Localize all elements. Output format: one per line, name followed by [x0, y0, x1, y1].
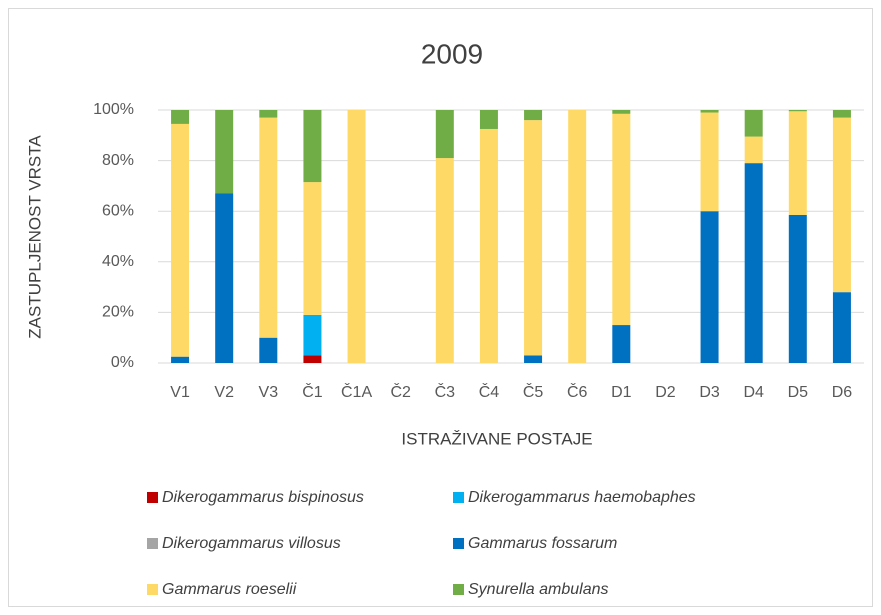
- x-tick-label: D5: [788, 384, 809, 401]
- bar-segment: [259, 117, 278, 338]
- bar-segment: [479, 128, 498, 363]
- legend-label: Gammarus roeselii: [162, 581, 297, 598]
- legend-swatch: [147, 584, 158, 595]
- bar-segment: [788, 214, 807, 363]
- x-tick-label: Č1A: [341, 382, 372, 401]
- bar-segment: [303, 314, 322, 356]
- bar-segment: [171, 356, 190, 363]
- legend-label: Dikerogammarus bispinosus: [162, 489, 364, 506]
- bar-segment: [171, 110, 190, 124]
- bar-segment: [612, 113, 631, 326]
- bar-segment: [700, 211, 719, 363]
- bar-segment: [215, 193, 234, 363]
- chart-title: 2009: [421, 38, 483, 69]
- x-tick-label: Č3: [435, 382, 456, 401]
- bar-segment: [435, 158, 454, 363]
- x-tick-label: D2: [655, 384, 676, 401]
- bar-segment: [524, 120, 543, 356]
- x-tick-label: Č4: [479, 382, 500, 401]
- x-tick-label: Č2: [390, 382, 411, 401]
- bar-segment: [303, 182, 322, 315]
- bar-segment: [215, 110, 234, 194]
- bar-segment: [259, 337, 278, 363]
- legend-label: Gammarus fossarum: [468, 535, 617, 552]
- bar-segment: [700, 110, 719, 113]
- y-tick-label: 0%: [111, 354, 134, 371]
- x-tick-label: V1: [170, 384, 190, 401]
- legend-swatch: [147, 538, 158, 549]
- bar-segment: [832, 292, 851, 363]
- y-tick-label: 80%: [102, 152, 134, 169]
- legend-swatch: [147, 492, 158, 503]
- bar-segment: [568, 110, 587, 363]
- bar-segment: [744, 163, 763, 363]
- bar-segment: [171, 123, 190, 357]
- x-tick-label: V2: [214, 384, 234, 401]
- bar-segment: [259, 110, 278, 118]
- x-tick-label: Č1: [302, 382, 323, 401]
- legend-swatch: [453, 584, 464, 595]
- x-axis-title: ISTRAŽIVANE POSTAJE: [401, 429, 592, 448]
- bar-segment: [832, 110, 851, 118]
- bar-segment: [435, 110, 454, 159]
- bar-segment: [612, 325, 631, 363]
- y-axis-title: ZASTUPLJENOST VRSTA: [25, 135, 44, 339]
- bar-segment: [303, 110, 322, 183]
- legend-label: Dikerogammarus haemobaphes: [468, 489, 696, 506]
- legend-label: Dikerogammarus villosus: [162, 535, 341, 552]
- y-tick-label: 40%: [102, 253, 134, 270]
- bar-segment: [524, 110, 543, 121]
- bar-segment: [700, 112, 719, 212]
- x-tick-label: D6: [832, 384, 853, 401]
- y-tick-label: 100%: [93, 101, 134, 118]
- bar-segment: [788, 111, 807, 215]
- bar-segment: [479, 110, 498, 129]
- y-tick-label: 60%: [102, 202, 134, 219]
- x-tick-label: Č6: [567, 382, 588, 401]
- x-tick-label: D3: [699, 384, 720, 401]
- bar-segment: [524, 355, 543, 363]
- legend-label: Synurella ambulans: [468, 581, 609, 598]
- bar-segment: [347, 110, 366, 363]
- bar-segment: [744, 110, 763, 137]
- legend-swatch: [453, 492, 464, 503]
- x-tick-label: Č5: [523, 382, 544, 401]
- x-tick-label: D1: [611, 384, 632, 401]
- bar-segment: [832, 117, 851, 293]
- y-tick-label: 20%: [102, 304, 134, 321]
- x-tick-label: V3: [259, 384, 279, 401]
- x-tick-label: D4: [743, 384, 764, 401]
- bar-segment: [788, 110, 807, 112]
- bar-segment: [612, 110, 631, 114]
- bar-segment: [303, 355, 322, 363]
- bar-segment: [744, 136, 763, 164]
- legend-swatch: [453, 538, 464, 549]
